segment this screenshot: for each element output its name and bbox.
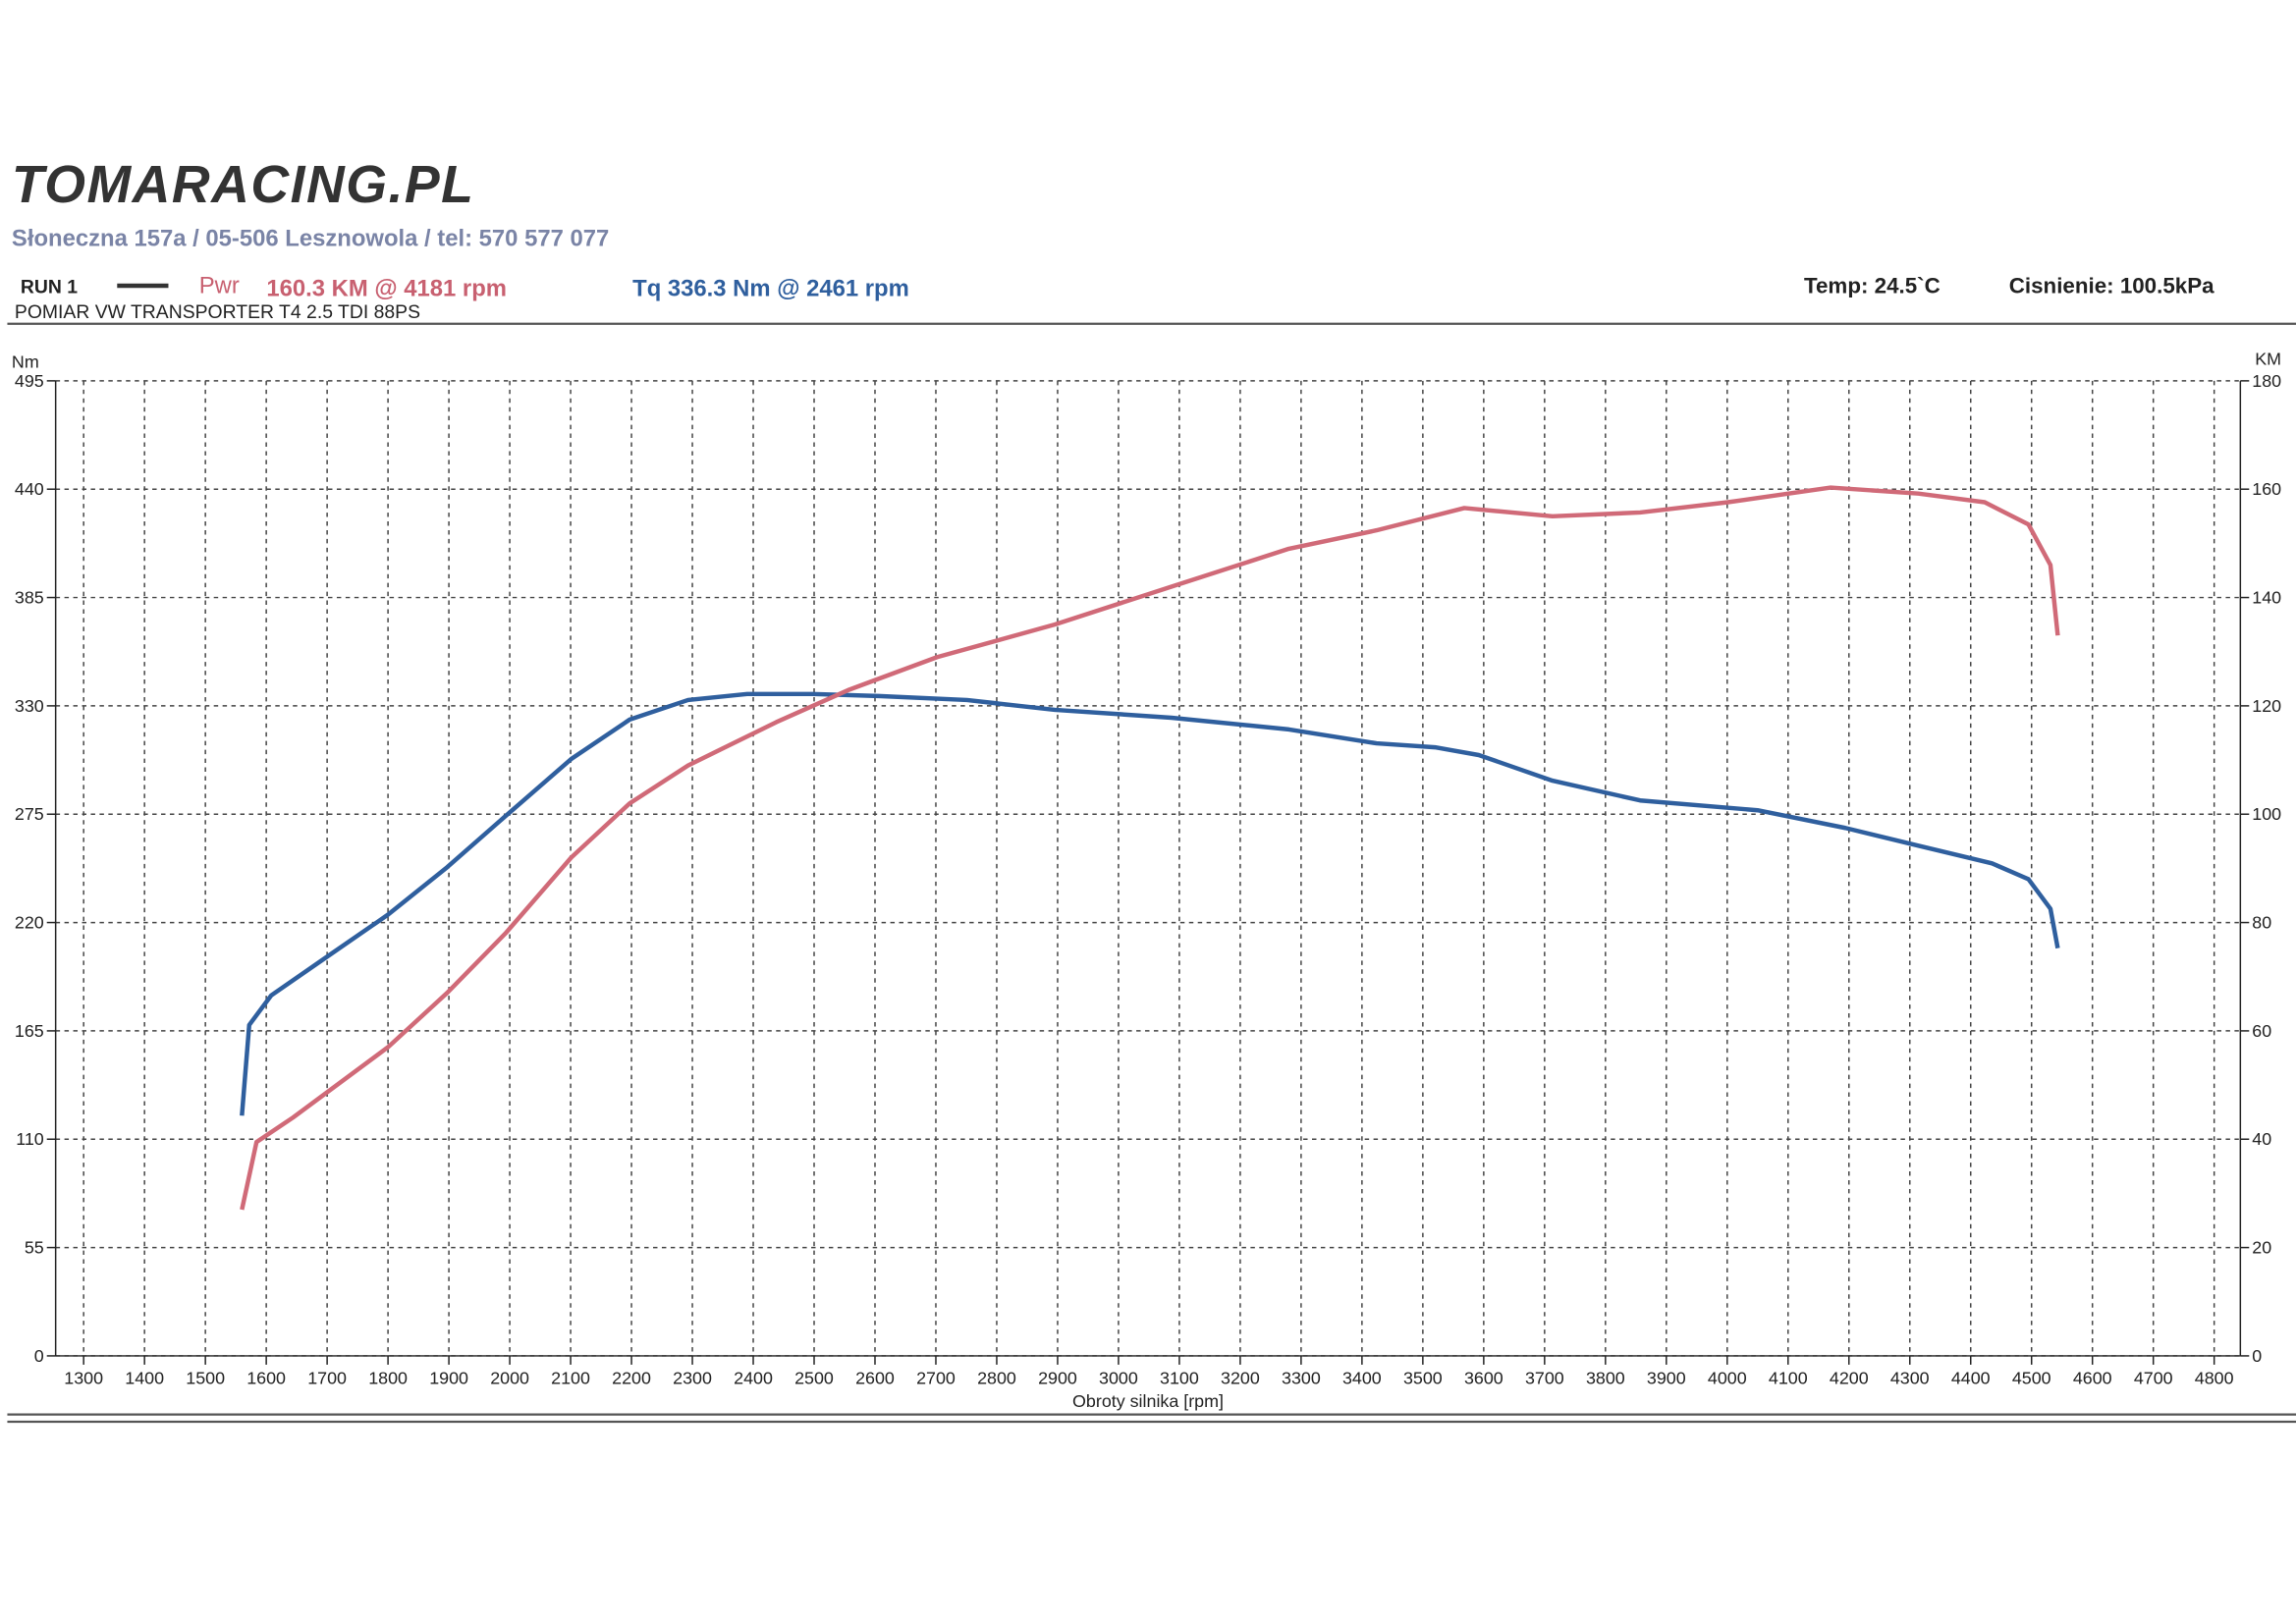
y2-tick-label: 140 bbox=[2252, 588, 2281, 608]
y2-tick-label: 160 bbox=[2252, 479, 2281, 499]
x-tick-label: 4000 bbox=[1708, 1368, 1747, 1387]
y2-tick-label: 80 bbox=[2252, 913, 2271, 933]
legend-power: Pwr bbox=[199, 272, 240, 298]
x-tick-label: 2400 bbox=[734, 1368, 773, 1387]
x-tick-label: 3800 bbox=[1586, 1368, 1625, 1387]
x-tick-label: 2900 bbox=[1038, 1368, 1077, 1387]
y2-tick-label: 40 bbox=[2252, 1129, 2271, 1149]
address: Słoneczna 157a / 05-506 Lesznowola / tel… bbox=[12, 226, 609, 252]
x-tick-label: 2600 bbox=[855, 1368, 895, 1387]
x-tick-label: 4600 bbox=[2073, 1368, 2112, 1387]
y-tick-label: 495 bbox=[15, 371, 44, 391]
x-tick-label: 1700 bbox=[307, 1368, 347, 1387]
x-tick-label: 4800 bbox=[2195, 1368, 2234, 1387]
y2-tick-label: 0 bbox=[2252, 1346, 2262, 1366]
x-tick-label: 4500 bbox=[2012, 1368, 2051, 1387]
y-tick-label: 275 bbox=[15, 804, 44, 824]
y2-tick-label: 120 bbox=[2252, 696, 2281, 716]
x-tick-label: 1500 bbox=[186, 1368, 225, 1387]
y-tick-label: 385 bbox=[15, 588, 44, 608]
x-tick-label: 3000 bbox=[1099, 1368, 1138, 1387]
y2-tick-label: 180 bbox=[2252, 371, 2281, 391]
temperature: Temp: 24.5`C bbox=[1804, 273, 1941, 298]
x-tick-label: 3100 bbox=[1160, 1368, 1199, 1387]
run-label: RUN 1 bbox=[21, 276, 78, 298]
series-line bbox=[240, 691, 2060, 1116]
x-tick-label: 1600 bbox=[246, 1368, 286, 1387]
y-axis-label: Nm bbox=[12, 352, 39, 371]
x-tick-label: 1300 bbox=[64, 1368, 103, 1387]
x-tick-label: 2800 bbox=[977, 1368, 1016, 1387]
x-tick-label: 4300 bbox=[1890, 1368, 1930, 1387]
y-tick-label: 110 bbox=[16, 1129, 44, 1149]
x-tick-label: 3200 bbox=[1221, 1368, 1260, 1387]
y2-tick-label: 100 bbox=[2252, 804, 2281, 824]
x-tick-label: 4400 bbox=[1951, 1368, 1991, 1387]
y-tick-label: 55 bbox=[25, 1238, 44, 1258]
y-tick-label: 220 bbox=[15, 913, 44, 933]
series-line bbox=[240, 485, 2060, 1211]
y2-tick-label: 60 bbox=[2252, 1021, 2271, 1041]
x-tick-label: 1800 bbox=[368, 1368, 408, 1387]
x-tick-label: 3900 bbox=[1647, 1368, 1686, 1387]
pressure: Cisnienie: 100.5kPa bbox=[2009, 273, 2214, 298]
y-tick-label: 165 bbox=[15, 1021, 44, 1041]
x-tick-label: 3300 bbox=[1282, 1368, 1321, 1387]
x-tick-label: 3400 bbox=[1342, 1368, 1382, 1387]
x-tick-label: 4700 bbox=[2134, 1368, 2173, 1387]
x-tick-label: 3500 bbox=[1403, 1368, 1443, 1387]
x-tick-label: 2200 bbox=[612, 1368, 651, 1387]
logo: TOMARACING.PL bbox=[12, 155, 474, 214]
x-tick-label: 1400 bbox=[125, 1368, 164, 1387]
x-tick-label: 2700 bbox=[916, 1368, 956, 1387]
x-tick-label: 2500 bbox=[794, 1368, 834, 1387]
x-tick-label: 2000 bbox=[490, 1368, 529, 1387]
x-tick-label: 4200 bbox=[1830, 1368, 1869, 1387]
y-tick-label: 440 bbox=[15, 479, 44, 499]
x-tick-label: 4100 bbox=[1769, 1368, 1808, 1387]
y2-tick-label: 20 bbox=[2252, 1238, 2271, 1258]
y-tick-label: 330 bbox=[15, 696, 44, 716]
x-tick-label: 1900 bbox=[429, 1368, 468, 1387]
power-peak: 160.3 KM @ 4181 rpm bbox=[266, 275, 507, 301]
legend-torque: Tq 336.3 Nm @ 2461 rpm bbox=[632, 275, 909, 301]
x-tick-label: 3700 bbox=[1525, 1368, 1564, 1387]
x-tick-label: 2100 bbox=[551, 1368, 590, 1387]
x-tick-label: 3600 bbox=[1464, 1368, 1503, 1387]
x-axis-label: Obroty silnika [rpm] bbox=[1072, 1391, 1224, 1411]
chart-title: POMIAR VW TRANSPORTER T4 2.5 TDI 88PS bbox=[15, 301, 420, 323]
y-tick-label: 0 bbox=[34, 1346, 44, 1366]
y2-axis-label: KM bbox=[2255, 349, 2281, 368]
x-tick-label: 2300 bbox=[673, 1368, 712, 1387]
